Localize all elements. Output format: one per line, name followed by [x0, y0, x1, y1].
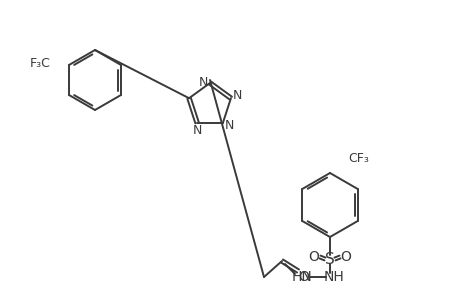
Text: N: N	[233, 89, 242, 102]
Text: N: N	[198, 76, 207, 88]
Text: N: N	[192, 124, 202, 137]
Text: O: O	[340, 250, 351, 264]
Text: F₃C: F₃C	[30, 56, 51, 70]
Text: O: O	[308, 250, 319, 264]
Text: HN: HN	[291, 270, 312, 284]
Text: N: N	[225, 119, 234, 132]
Text: O: O	[298, 270, 309, 284]
Text: NH: NH	[323, 270, 344, 284]
Text: S: S	[325, 251, 334, 266]
Text: CF₃: CF₃	[347, 152, 368, 165]
